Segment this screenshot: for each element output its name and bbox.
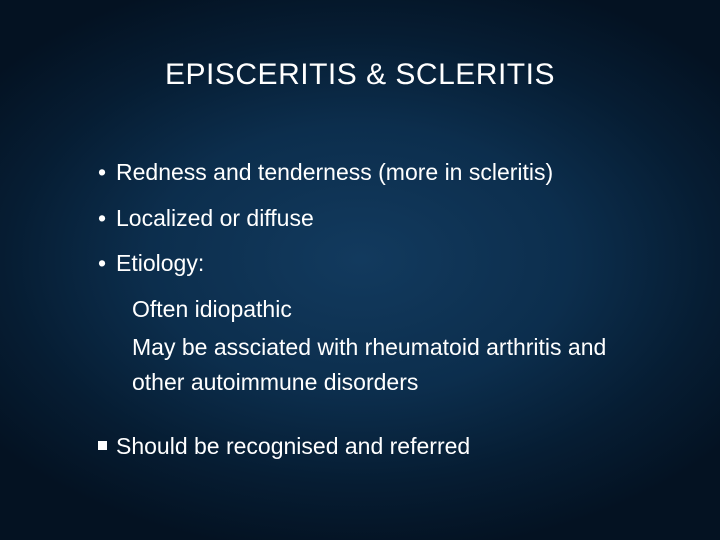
bullet-text: Redness and tenderness (more in scleriti… <box>116 155 660 191</box>
bullet-marker: • <box>98 246 116 282</box>
slide-container: EPISCERITIS & SCLERITIS • Redness and te… <box>0 0 720 540</box>
bullet-marker: • <box>98 201 116 237</box>
bullet-item: • Redness and tenderness (more in scleri… <box>98 155 660 191</box>
bullet-text: Localized or diffuse <box>116 201 660 237</box>
footer-bullet-text: Should be recognised and referred <box>116 429 660 465</box>
bullet-text: Etiology: <box>116 246 660 282</box>
bullet-item: • Etiology: <box>98 246 660 282</box>
bullet-marker: • <box>98 155 116 191</box>
footer-bullet-item: Should be recognised and referred <box>98 429 660 465</box>
sub-line: Often idiopathic <box>132 292 660 328</box>
slide-content: • Redness and tenderness (more in scleri… <box>98 155 660 474</box>
spacer <box>98 403 660 429</box>
sub-line: May be assciated with rheumatoid arthrit… <box>132 330 660 401</box>
square-bullet-icon <box>98 429 116 465</box>
slide-title: EPISCERITIS & SCLERITIS <box>0 58 720 92</box>
bullet-item: • Localized or diffuse <box>98 201 660 237</box>
